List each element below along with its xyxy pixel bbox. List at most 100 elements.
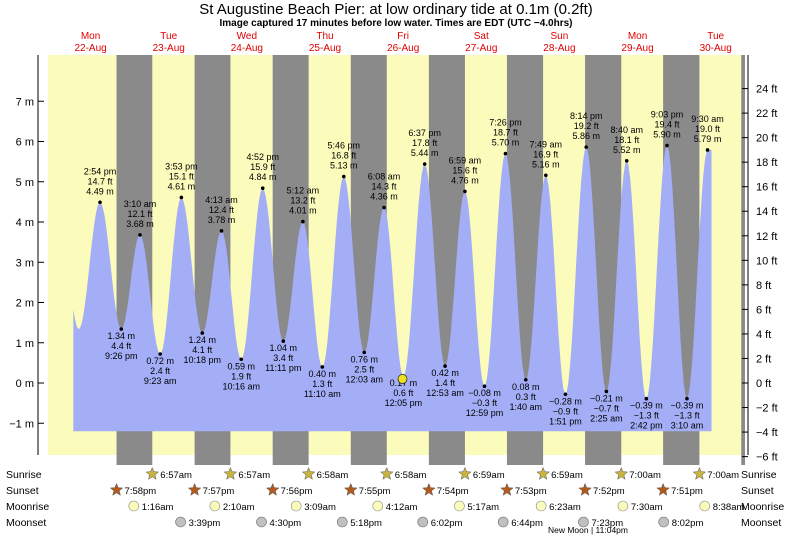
sunset-time: 7:57pm [203, 486, 235, 497]
left-axis-tick-label: 6 m [16, 137, 34, 149]
day-date-label: 23-Aug [153, 43, 185, 54]
day-name-label: Tue [160, 31, 177, 42]
moonset-time: 5:18pm [350, 518, 382, 529]
moonrise-time: 4:12am [386, 502, 418, 513]
high-tide-time: 4:13 am [205, 195, 238, 205]
left-axis-tick-label: 3 m [16, 257, 34, 269]
chart-subtitle: Image captured 17 minutes before low wat… [220, 18, 573, 29]
chart-title: St Augustine Beach Pier: at low ordinary… [199, 1, 593, 18]
low-tide-feet: 3.4 ft [273, 353, 294, 363]
right-axis-tick-label: 6 ft [756, 304, 771, 316]
low-tide-meters: −0.39 m [671, 401, 704, 411]
low-tide-feet: 4.4 ft [111, 341, 132, 351]
low-tide-point [563, 392, 568, 397]
day-date-label: 27-Aug [465, 43, 497, 54]
high-tide-feet: 14.7 ft [88, 176, 114, 186]
sunset-star-icon [500, 482, 514, 496]
sunset-star-icon [578, 482, 592, 496]
high-tide-point [705, 148, 710, 152]
right-axis-tick-label: 2 ft [756, 353, 771, 365]
sunset-row-label-right: Sunset [741, 485, 774, 497]
high-tide-feet: 12.1 ft [127, 209, 153, 219]
low-tide-time: 1:40 am [510, 402, 543, 412]
low-tide-meters: −0.21 m [590, 393, 623, 403]
day-name-label: Sun [551, 31, 569, 42]
sunset-time: 7:53pm [515, 486, 547, 497]
sunset-star-icon [187, 482, 202, 496]
moonrise-row-label: Moonrise [6, 501, 49, 513]
moonset-time: 4:30pm [270, 518, 302, 529]
high-tide-time: 3:10 am [124, 199, 157, 209]
low-tide-time: 9:23 am [144, 376, 177, 386]
low-tide-point [523, 377, 528, 382]
moonset-moon-icon [658, 516, 670, 528]
high-tide-time: 6:08 am [368, 172, 401, 182]
sunrise-row-label: Sunrise [6, 469, 42, 481]
right-axis-tick-label: 18 ft [756, 157, 777, 169]
moonrise-moon-icon [535, 500, 547, 512]
high-tide-time: 6:59 am [449, 155, 482, 165]
high-tide-point [260, 186, 265, 190]
low-tide-point [320, 365, 325, 369]
moonrise-time: 2:10am [223, 502, 255, 513]
day-date-label: 25-Aug [309, 43, 341, 54]
low-tide-feet: 2.4 ft [150, 366, 171, 376]
high-tide-feet: 12.4 ft [209, 205, 235, 215]
high-tide-time: 6:37 pm [408, 128, 441, 138]
axes: −1 m 0 m 1 m 2 m 3 m 4 m 5 m 6 m 7 m −6 ft −4 ft −2… [9, 55, 778, 464]
sunrise-star-icon [536, 466, 550, 480]
moonrise-time: 1:16am [142, 502, 174, 513]
right-axis-tick-label: 24 ft [756, 84, 777, 96]
low-tide-meters: 1.24 m [189, 335, 217, 345]
sun-moon-rows: Sunrise Sunset Moonrise Moonset Sunrise … [6, 466, 784, 535]
left-axis-tick-label: 0 m [16, 378, 34, 390]
low-tide-time: 12:03 am [345, 374, 383, 384]
sunset-star-icon [109, 482, 124, 496]
moonrise-moon-icon [209, 500, 221, 512]
high-tide-time: 4:52 pm [246, 152, 279, 162]
right-axis-tick-label: 22 ft [756, 108, 777, 120]
day-date-label: 28-Aug [543, 43, 575, 54]
sunset-time: 7:58pm [125, 486, 157, 497]
low-tide-point [443, 364, 447, 368]
low-tide-time: 12:59 pm [466, 408, 504, 418]
low-tide-point [239, 357, 244, 362]
low-tide-point [119, 327, 124, 331]
day-name-label: Mon [81, 31, 100, 42]
moonset-moon-icon [336, 516, 348, 528]
high-tide-point [544, 173, 548, 178]
sunrise-time: 7:00am [629, 470, 661, 481]
high-tide-point [584, 145, 589, 149]
left-axis-tick-label: −1 m [9, 418, 34, 430]
low-tide-feet: −0.7 ft [594, 403, 620, 413]
high-tide-feet: 19.0 ft [695, 124, 721, 134]
tide-water-fill [73, 145, 712, 432]
low-tide-time: 1:51 pm [549, 416, 582, 426]
low-tide-meters: 0.08 m [512, 382, 540, 392]
high-tide-meters: 3.68 m [126, 219, 154, 229]
low-tide-time: 2:25 am [590, 413, 623, 423]
high-tide-meters: 4.49 m [86, 186, 114, 196]
day-name-label: Fri [397, 31, 409, 42]
day-name-label: Thu [316, 31, 333, 42]
high-tide-meters: 5.52 m [613, 145, 641, 155]
right-axis-tick-label: −2 ft [756, 403, 778, 415]
right-axis-tick-label: 14 ft [756, 206, 777, 218]
high-tide-point [301, 219, 305, 224]
low-tide-point [604, 389, 609, 394]
high-tide-time: 5:12 am [287, 186, 320, 196]
high-tide-feet: 15.9 ft [250, 162, 276, 172]
high-tide-point [503, 151, 508, 156]
left-axis-tick-label: 1 m [16, 338, 34, 350]
high-tide-point [98, 200, 102, 205]
moonset-moon-icon [578, 516, 589, 528]
sunset-time: 7:55pm [359, 486, 391, 497]
moonrise-time: 3:09am [304, 502, 336, 513]
high-tide-time: 8:40 am [610, 125, 643, 135]
moonset-moon-icon [256, 516, 267, 528]
right-axis-tick-label: 4 ft [756, 329, 771, 341]
high-tide-feet: 13.2 ft [290, 196, 316, 206]
high-tide-point [219, 229, 224, 233]
moonrise-row-label-right: Moonrise [741, 501, 784, 513]
low-tide-feet: −1.3 ft [634, 411, 660, 421]
